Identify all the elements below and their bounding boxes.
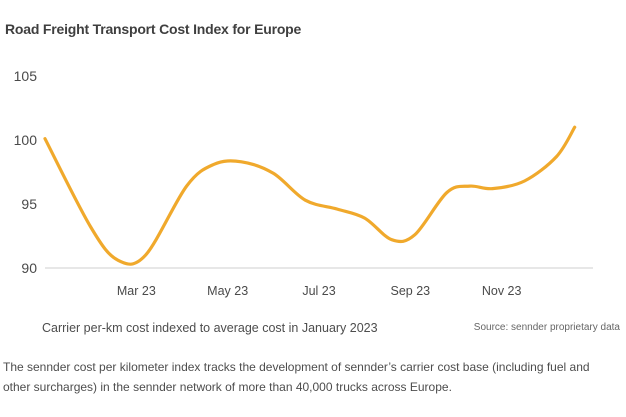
x-tick-label: Mar 23 — [117, 284, 156, 298]
source-note: Source: sennder proprietary data — [473, 322, 620, 333]
description-text: The sennder cost per kilometer index tra… — [3, 360, 590, 394]
x-tick-label: May 23 — [207, 284, 248, 298]
series-line — [43, 125, 577, 266]
y-tick-label: 105 — [14, 68, 38, 84]
chart-title: Road Freight Transport Cost Index for Eu… — [5, 21, 302, 37]
chart-caption: Carrier per-km cost indexed to average c… — [42, 321, 378, 335]
x-tick-label: Jul 23 — [302, 284, 335, 298]
x-tick-label: Sep 23 — [391, 284, 431, 298]
series-group — [43, 125, 577, 266]
y-tick-label: 95 — [21, 196, 37, 212]
y-tick-label: 100 — [14, 132, 38, 148]
x-axis-ticks: Mar 23 May 23 Jul 23 Sep 23 Nov 23 — [117, 284, 522, 298]
x-tick-label: Nov 23 — [482, 284, 522, 298]
y-tick-label: 90 — [21, 260, 37, 276]
y-axis-ticks: 90 95 100 105 — [14, 68, 38, 276]
